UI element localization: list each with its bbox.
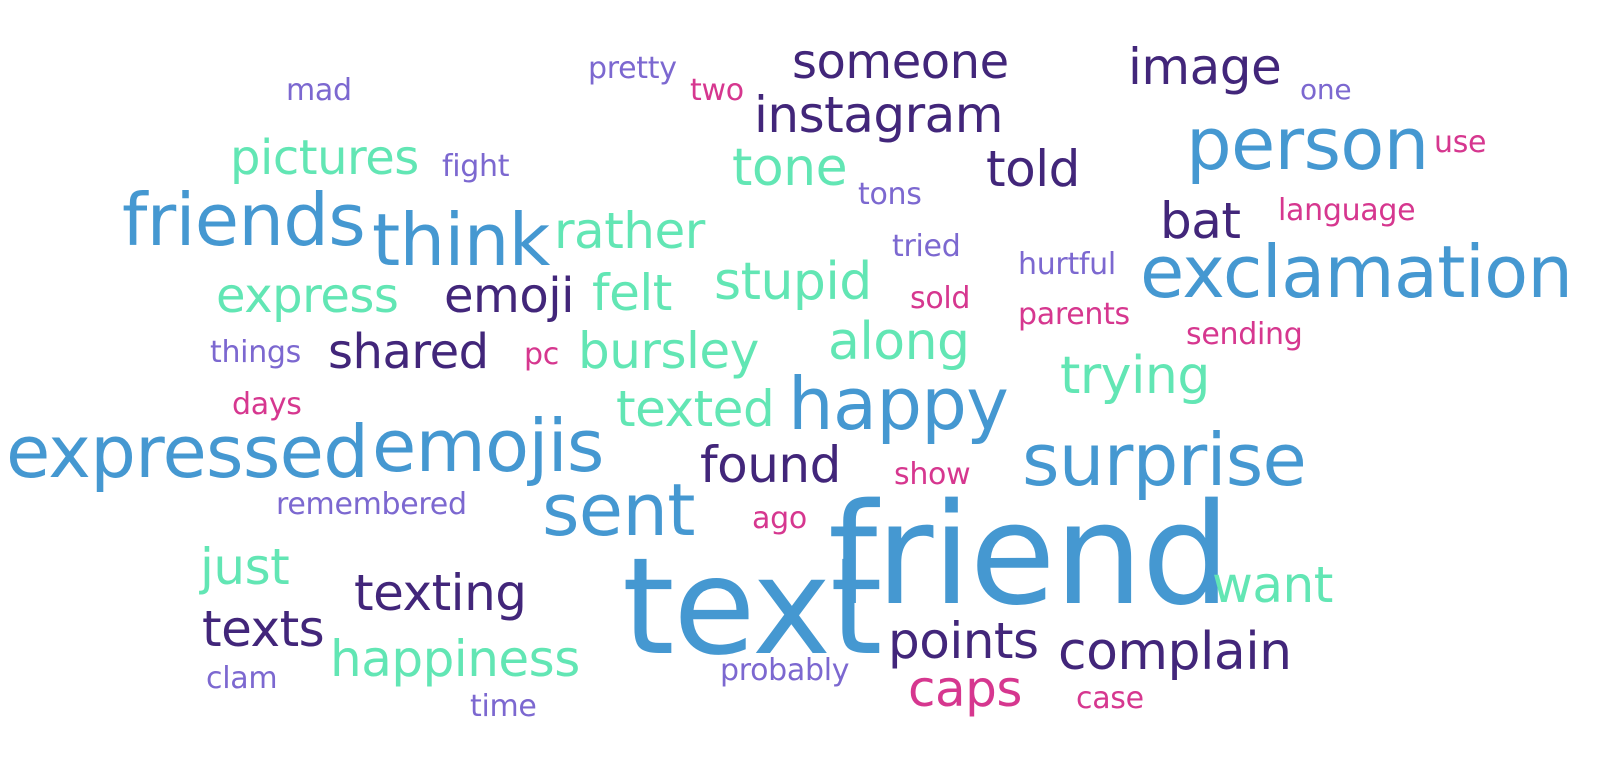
word-surprise: surprise: [1022, 418, 1307, 502]
word-sold: sold: [910, 281, 971, 316]
word-want: want: [1212, 556, 1333, 614]
word-told: told: [986, 140, 1080, 198]
word-clam: clam: [206, 661, 278, 696]
word-express: express: [216, 268, 399, 324]
word-text: text: [622, 529, 882, 685]
word-person: person: [1186, 102, 1429, 186]
word-remembered: remembered: [276, 487, 467, 522]
word-mad: mad: [286, 73, 352, 108]
word-things: things: [210, 335, 301, 370]
word-two: two: [690, 73, 744, 108]
word-emojis: emojis: [372, 404, 604, 488]
word-along: along: [828, 312, 970, 372]
word-pretty: pretty: [588, 51, 677, 86]
word-sending: sending: [1186, 317, 1303, 352]
word-happiness: happiness: [330, 630, 580, 688]
word-instagram: instagram: [754, 86, 1004, 144]
word-friends: friends: [122, 178, 366, 262]
word-sent: sent: [542, 468, 696, 552]
word-felt: felt: [592, 264, 672, 322]
word-image: image: [1128, 38, 1282, 96]
word-think: think: [372, 198, 550, 282]
word-probably: probably: [720, 653, 850, 688]
word-days: days: [232, 387, 302, 422]
word-exclamation: exclamation: [1140, 230, 1573, 314]
word-hurtful: hurtful: [1018, 247, 1116, 282]
word-use: use: [1434, 125, 1487, 160]
word-pictures: pictures: [230, 130, 419, 186]
word-found: found: [700, 436, 841, 494]
word-friend: friend: [828, 474, 1230, 637]
word-texts: texts: [202, 600, 325, 658]
word-texting: texting: [354, 564, 527, 622]
word-emoji: emoji: [444, 268, 574, 324]
word-bat: bat: [1160, 192, 1241, 250]
word-tone: tone: [732, 138, 848, 198]
word-language: language: [1278, 193, 1416, 228]
word-pc: pc: [524, 337, 559, 372]
word-someone: someone: [792, 34, 1009, 90]
word-texted: texted: [616, 380, 775, 438]
word-shared: shared: [328, 324, 489, 380]
word-points: points: [888, 612, 1039, 670]
word-rather: rather: [554, 202, 705, 260]
word-one: one: [1300, 73, 1352, 106]
word-happy: happy: [788, 362, 1009, 446]
word-stupid: stupid: [714, 252, 872, 312]
word-fight: fight: [442, 149, 510, 184]
word-just: just: [200, 538, 290, 596]
word-tons: tons: [858, 177, 922, 212]
word-case: case: [1076, 681, 1144, 716]
word-time: time: [470, 689, 537, 724]
word-show: show: [894, 457, 971, 492]
word-bursley: bursley: [578, 322, 759, 380]
word-tried: tried: [892, 229, 961, 264]
word-parents: parents: [1018, 297, 1130, 332]
word-trying: trying: [1060, 346, 1210, 406]
word-complain: complain: [1058, 622, 1292, 682]
word-caps: caps: [908, 660, 1022, 718]
word-expressed: expressed: [6, 410, 369, 494]
word-ago: ago: [752, 501, 807, 536]
